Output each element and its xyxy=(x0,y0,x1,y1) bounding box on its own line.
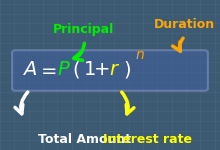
Text: $\mathit{A}$: $\mathit{A}$ xyxy=(22,61,37,79)
Text: $=$: $=$ xyxy=(37,61,57,79)
FancyBboxPatch shape xyxy=(12,50,208,91)
Text: $\mathit{n}$: $\mathit{n}$ xyxy=(135,48,145,62)
Text: $\mathit{P}$: $\mathit{P}$ xyxy=(57,61,71,79)
Text: $\mathit{r}$: $\mathit{r}$ xyxy=(109,61,120,79)
Text: $($: $($ xyxy=(72,59,80,80)
Text: Interest rate: Interest rate xyxy=(103,133,192,146)
Text: $\mathit{1}$: $\mathit{1}$ xyxy=(83,61,95,79)
Text: Total Amount: Total Amount xyxy=(38,133,132,146)
Text: Principal: Principal xyxy=(53,24,114,36)
Text: $)$: $)$ xyxy=(123,59,130,80)
Text: $+$: $+$ xyxy=(93,61,109,79)
Text: Duration: Duration xyxy=(154,18,215,30)
